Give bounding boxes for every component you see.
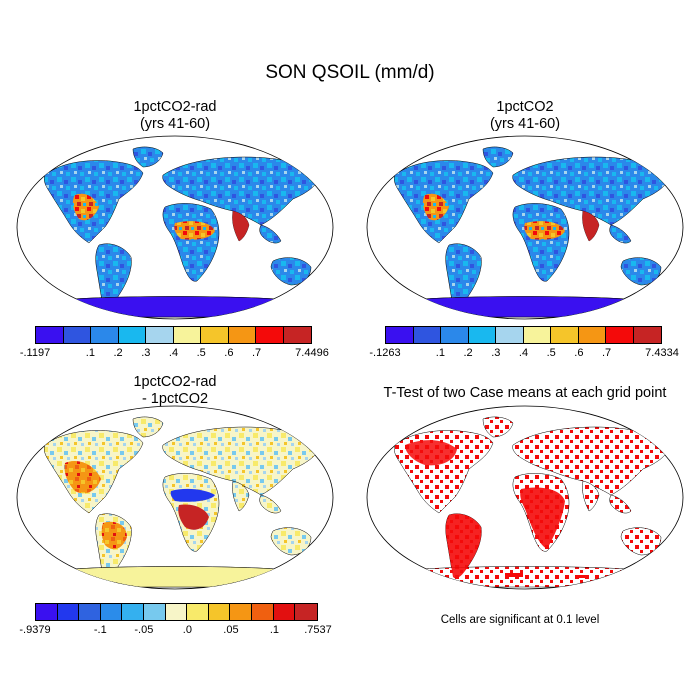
map-4-sig-south-america	[445, 513, 482, 579]
colorbar-panel-3	[35, 603, 318, 621]
colorbar-2-label-6: .6	[574, 347, 584, 359]
colorbar-3-label-3: .0	[182, 624, 192, 636]
colorbar-3-swatch-11	[273, 604, 296, 620]
colorbar-1-label-6: .6	[224, 347, 234, 359]
map-2-antarctica	[400, 296, 650, 318]
colorbar-panel-1-labels: -.1197 .1 .2 .3 .4 .5 .6 .7 7.4496	[20, 347, 329, 361]
colorbar-2-label-3: .3	[491, 347, 501, 359]
map-1-warm-region-africa	[174, 221, 215, 240]
colorbar-3-swatch-8	[208, 604, 231, 620]
figure-title: SON QSOIL (mm/d)	[265, 62, 435, 83]
map-2-warm-region-india	[582, 211, 599, 241]
colorbar-2-label-2: .2	[463, 347, 473, 359]
map-3-cool-band-sahel	[170, 488, 215, 502]
colorbar-1-label-3: .3	[141, 347, 151, 359]
colorbar-2-swatch-8	[606, 327, 634, 343]
map-1-antarctica	[50, 296, 300, 318]
colorbar-2-swatch-9	[633, 327, 661, 343]
colorbar-1-swatch-1	[63, 327, 91, 343]
map-3-warm-region-na	[64, 460, 101, 494]
colorbar-panel-2	[385, 326, 662, 344]
colorbar-2-swatch-5	[523, 327, 551, 343]
colorbar-1-swatch-5	[173, 327, 201, 343]
map-panel-2	[366, 135, 684, 320]
colorbar-1-label-8: 7.4496	[295, 347, 329, 359]
colorbar-1-swatch-8	[256, 327, 284, 343]
map-3-antarctica	[50, 566, 300, 588]
map-panel-1	[16, 135, 334, 320]
panel-4-title: T-Test of two Case means at each grid po…	[383, 385, 667, 401]
colorbar-3-swatch-6	[165, 604, 188, 620]
panel-1-title: 1pctCO2-rad (yrs 41-60)	[133, 99, 217, 132]
colorbar-3-label-1: -.1	[93, 624, 107, 636]
colorbar-3-swatch-4	[122, 604, 145, 620]
map-1-warm-region-na	[72, 193, 99, 221]
map-3-warm-region-sa	[101, 521, 127, 550]
colorbar-2-swatch-0	[386, 327, 414, 343]
colorbar-1-swatch-4	[146, 327, 174, 343]
colorbar-3-swatch-2	[79, 604, 101, 620]
colorbar-3-swatch-1	[57, 604, 80, 620]
colorbar-3-swatch-0	[36, 604, 58, 620]
colorbar-panel-3-labels: -.9379 -.1 -.05 .0 .05 .1 .7537	[19, 624, 331, 638]
colorbar-1-swatch-0	[36, 327, 64, 343]
colorbar-1-swatch-3	[118, 327, 146, 343]
colorbar-2-label-8: 7.4334	[645, 347, 679, 359]
colorbar-3-swatch-9	[230, 604, 253, 620]
map-4-sig-north-america	[405, 440, 457, 466]
map-4-sig-africa	[520, 487, 565, 549]
map-4-sig-antarctica-b	[505, 573, 523, 577]
colorbar-2-swatch-1	[413, 327, 441, 343]
colorbar-3-swatch-5	[144, 604, 166, 620]
colorbar-panel-1	[35, 326, 312, 344]
colorbar-2-swatch-7	[578, 327, 606, 343]
panel-3-title: 1pctCO2-rad - 1pctCO2	[133, 374, 217, 407]
colorbar-3-label-0: -.9379	[19, 624, 51, 636]
colorbar-2-label-7: .7	[602, 347, 612, 359]
map-2-warm-region-na	[422, 193, 449, 221]
colorbar-1-swatch-9	[283, 327, 311, 343]
colorbar-3-swatch-3	[100, 604, 123, 620]
colorbar-3-swatch-12	[295, 604, 317, 620]
colorbar-3-swatch-7	[187, 604, 209, 620]
panel-2-title: 1pctCO2 (yrs 41-60)	[489, 99, 561, 132]
colorbar-1-label-7: .7	[252, 347, 262, 359]
colorbar-1-swatch-2	[91, 327, 119, 343]
map-2-warm-region-africa	[524, 221, 565, 240]
colorbar-1-label-2: .2	[113, 347, 123, 359]
map-4-sig-antarctica-c	[575, 575, 585, 578]
colorbar-3-swatch-10	[252, 604, 274, 620]
colorbar-2-swatch-3	[468, 327, 496, 343]
colorbar-3-label-2: -.05	[134, 624, 154, 636]
colorbar-1-label-1: .1	[85, 347, 95, 359]
colorbar-1-label-0: -.1197	[19, 347, 51, 359]
colorbar-2-label-1: .1	[435, 347, 445, 359]
colorbar-2-swatch-4	[496, 327, 524, 343]
colorbar-3-label-4: .05	[223, 624, 239, 636]
colorbar-2-label-5: .5	[546, 347, 556, 359]
map-3-warm-region-africa	[178, 504, 209, 530]
colorbar-3-label-6: .7537	[304, 624, 332, 636]
colorbar-panel-2-labels: -.1263 .1 .2 .3 .4 .5 .6 .7 7.4334	[369, 347, 678, 361]
significance-note: Cells are significant at 0.1 level	[440, 614, 600, 626]
colorbar-3-label-5: .1	[269, 624, 280, 636]
colorbar-1-label-5: .5	[196, 347, 206, 359]
colorbar-2-label-4: .4	[518, 347, 529, 359]
map-panel-4	[366, 405, 684, 590]
map-1-warm-region-india	[232, 211, 249, 241]
colorbar-2-swatch-2	[441, 327, 469, 343]
colorbar-1-swatch-7	[228, 327, 256, 343]
colorbar-2-swatch-6	[551, 327, 579, 343]
colorbar-1-swatch-6	[201, 327, 229, 343]
map-panel-3	[16, 405, 334, 590]
colorbar-1-label-4: .4	[168, 347, 179, 359]
colorbar-2-label-0: -.1263	[369, 347, 401, 359]
map-4-sig-antarctica-a	[425, 575, 437, 579]
